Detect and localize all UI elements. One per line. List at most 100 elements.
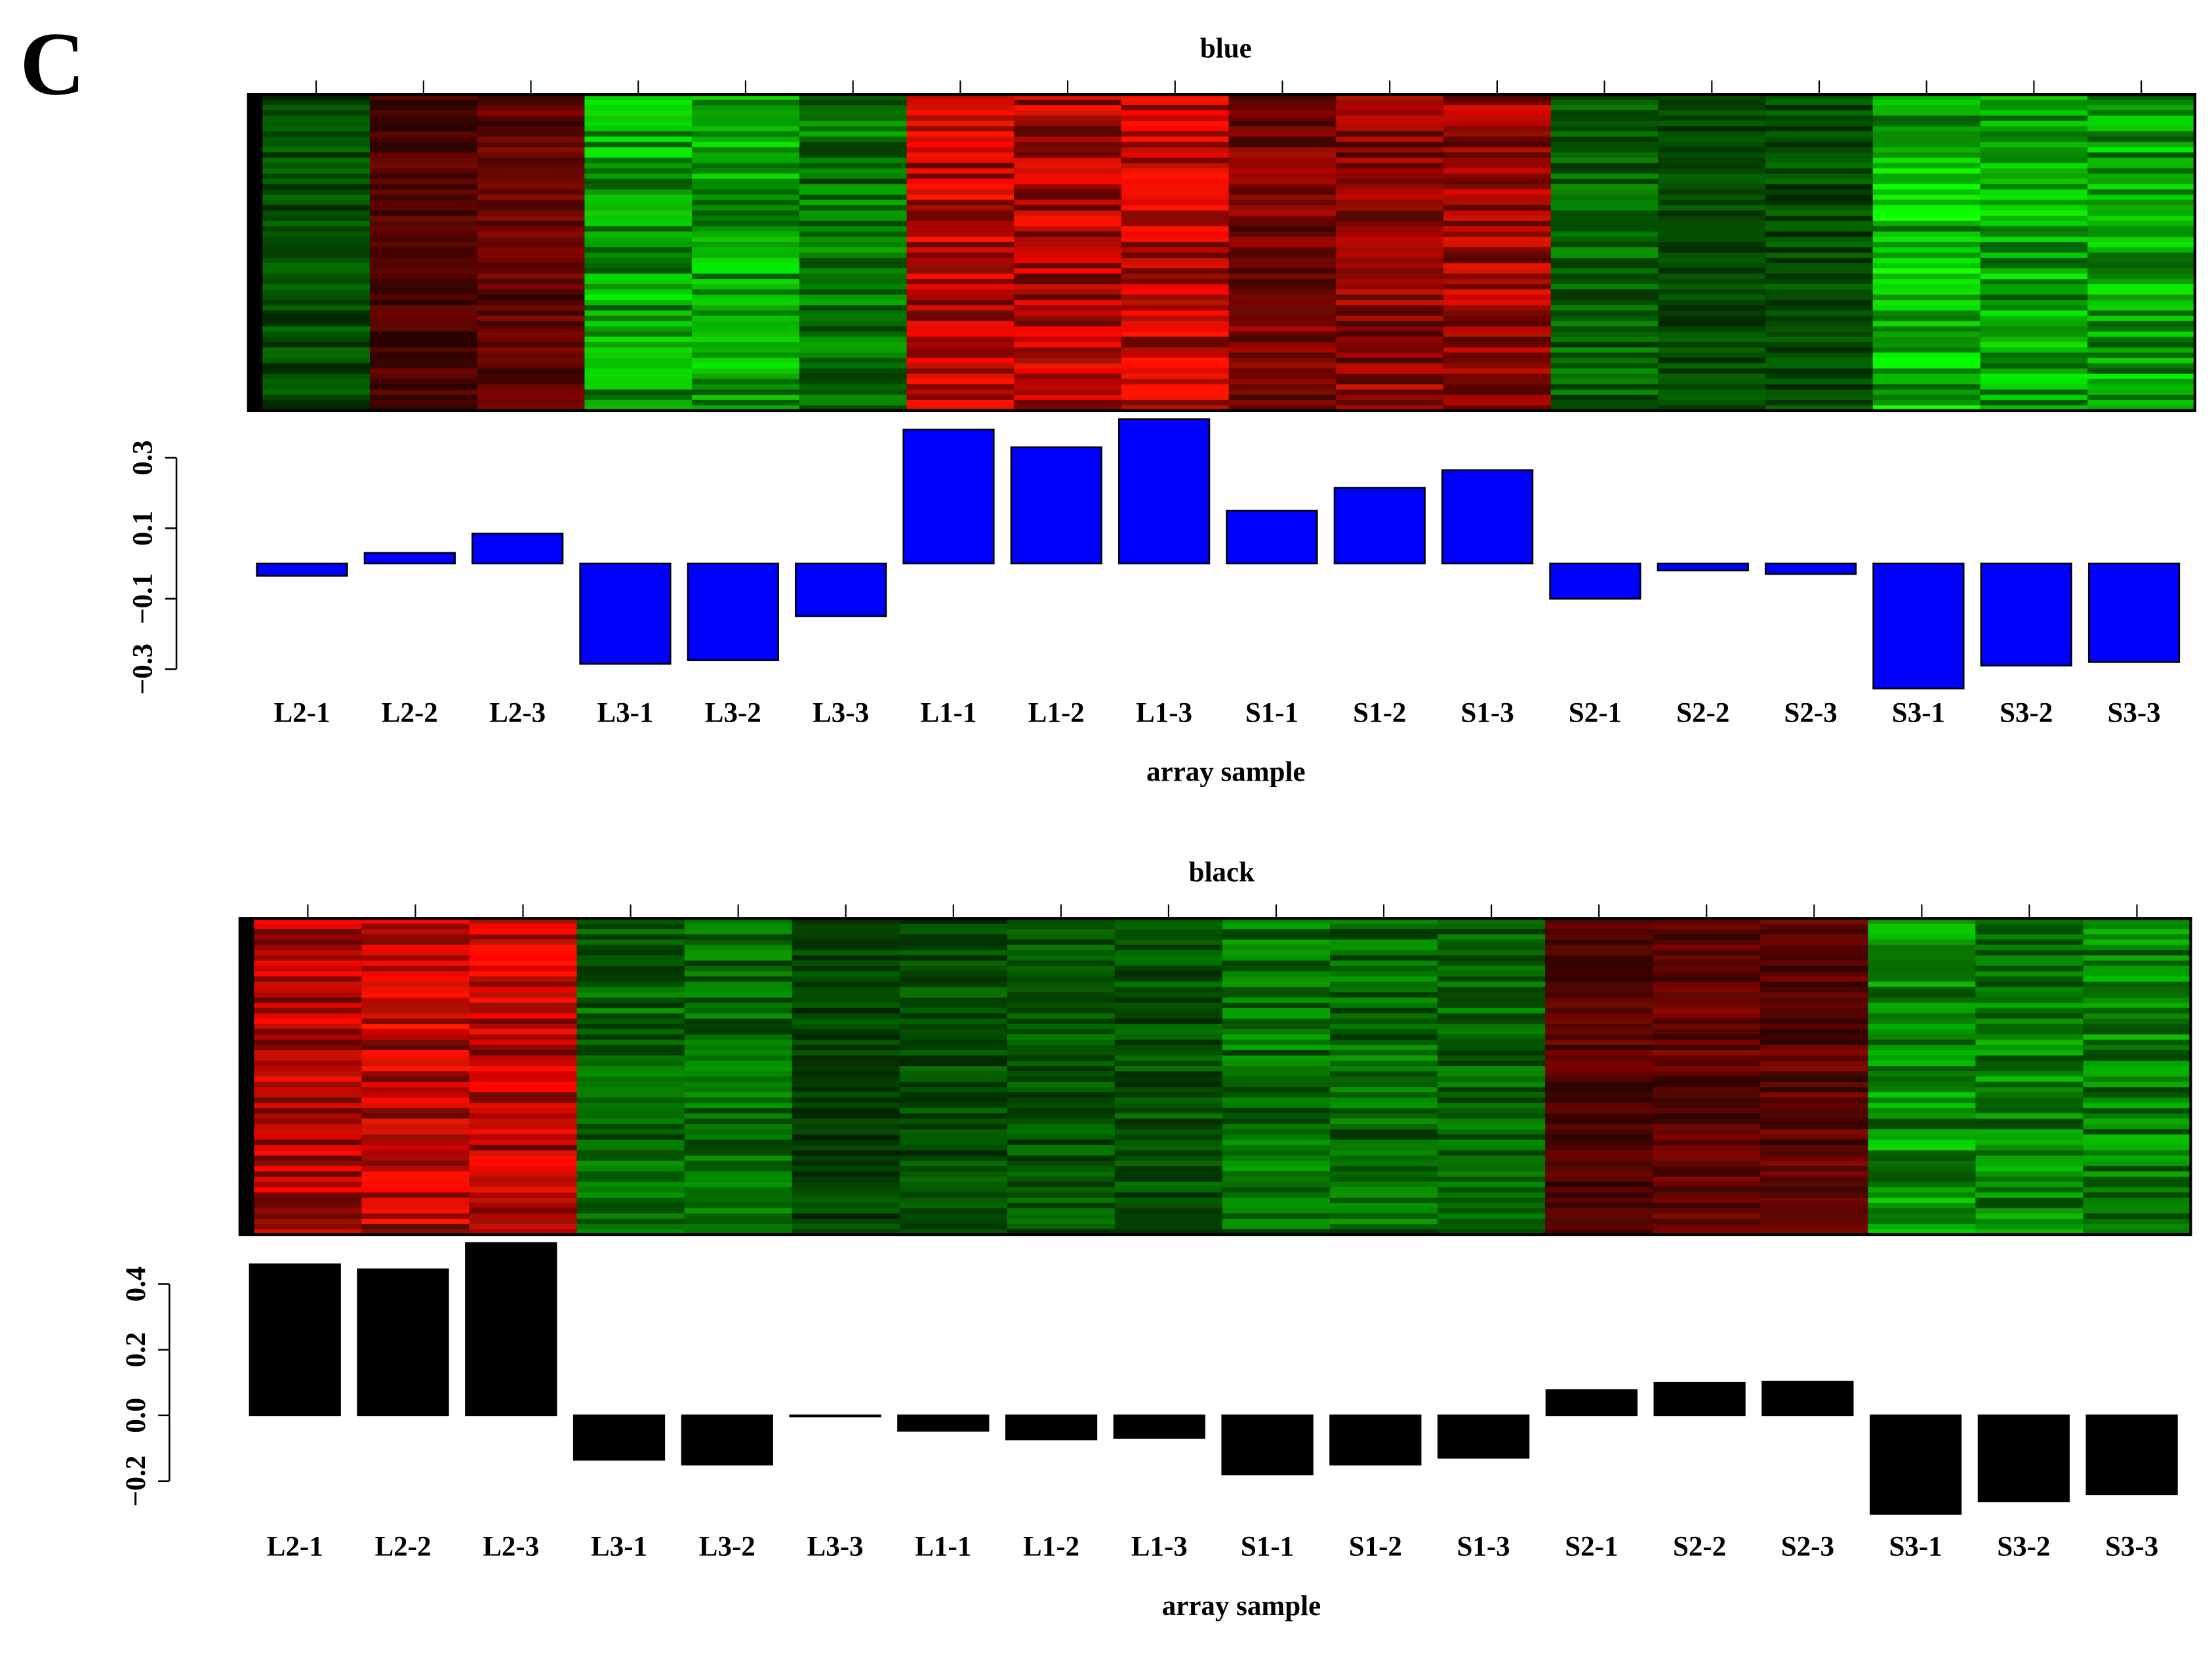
heatmap-stripe	[899, 1139, 1008, 1146]
heatmap-stripe	[1228, 215, 1337, 222]
heatmap-stripe	[899, 1213, 1008, 1219]
heatmap-stripe	[477, 263, 586, 269]
heatmap-stripe	[792, 939, 900, 946]
heatmap-stripe	[1765, 168, 1874, 174]
heatmap-stripe	[1653, 981, 1761, 988]
heatmap-stripe	[1222, 976, 1331, 983]
heatmap-stripe	[1222, 1134, 1331, 1141]
heatmap-stripe	[1658, 189, 1766, 195]
heatmap-stripe	[899, 1076, 1008, 1082]
heatmap-stripe	[262, 363, 371, 369]
heatmap-stripe	[899, 929, 1008, 935]
heatmap-stripe	[799, 368, 908, 375]
heatmap-stripe	[899, 1092, 1008, 1098]
heatmap-stripe	[1545, 1124, 1653, 1130]
heatmap-stripe	[1975, 1171, 2084, 1177]
heatmap-stripe	[1014, 157, 1122, 164]
heatmap-stripe	[799, 331, 908, 338]
heatmap-stripe	[799, 389, 908, 396]
heatmap-stripe	[1545, 1055, 1653, 1061]
heatmap-stripe	[369, 279, 478, 285]
heatmap-stripe	[1336, 194, 1444, 201]
heatmap-stripe	[1980, 210, 2088, 216]
heatmap-stripe	[1760, 955, 1868, 962]
heatmap-stripe	[899, 1029, 1008, 1035]
heatmap-stripe	[1121, 310, 1230, 317]
heatmap-stripe	[1545, 918, 1653, 924]
heatmap-stripe	[1765, 210, 1874, 216]
heatmap-stripe	[477, 189, 586, 195]
heatmap-stripe	[1653, 976, 1761, 983]
heatmap-stripe	[899, 1097, 1008, 1103]
heatmap-stripe	[2083, 1029, 2192, 1035]
heatmap-stripe	[1007, 924, 1116, 930]
heatmap-stripe	[361, 1066, 470, 1072]
heatmap-stripe	[2087, 368, 2196, 375]
heatmap-stripe	[899, 1103, 1008, 1109]
heatmap-stripe	[906, 253, 1015, 258]
heatmap-stripe	[1545, 1044, 1653, 1051]
heatmap-stripe	[1653, 1113, 1761, 1120]
heatmap-stripe	[1545, 1092, 1653, 1098]
heatmap-stripe	[792, 1160, 900, 1167]
heatmap-stripe	[1121, 189, 1230, 195]
heatmap-stripe	[684, 1150, 793, 1156]
heatmap-stripe	[899, 1160, 1008, 1167]
heatmap-stripe	[369, 142, 478, 148]
heatmap-stripe	[1438, 1139, 1546, 1146]
heatmap-stripe	[1114, 971, 1223, 977]
heatmap-stripe	[1872, 178, 1981, 185]
heatmap-stripe	[477, 178, 586, 185]
heatmap-stripe	[254, 966, 363, 972]
heatmap-stripe	[1868, 1050, 1977, 1056]
heatmap-stripe	[262, 194, 371, 201]
heatmap-stripe	[1658, 105, 1766, 111]
heatmap-stripe	[1336, 289, 1444, 295]
heatmap-stripe	[1330, 1023, 1438, 1030]
heatmap-stripe	[361, 1181, 470, 1188]
heatmap-stripe	[1765, 342, 1874, 348]
heatmap-stripe	[1975, 1155, 2084, 1162]
heatmap-stripe	[584, 220, 693, 227]
heatmap-stripe	[1336, 337, 1444, 343]
heatmap-stripe	[361, 924, 470, 930]
heatmap-stripe	[692, 274, 800, 279]
heatmap-stripe	[477, 210, 586, 216]
heatmap-stripe	[1658, 279, 1766, 285]
heatmap-stripe	[469, 987, 578, 993]
heatmap-stripe	[2087, 189, 2196, 195]
heatmap-stripe	[262, 358, 371, 364]
heatmap-stripe	[1014, 347, 1122, 354]
heatmap-stripe	[1980, 184, 2088, 190]
heatmap-stripe	[1014, 231, 1122, 237]
heatmap-stripe	[1765, 321, 1874, 327]
heatmap-stripe	[1438, 1092, 1546, 1098]
x-tick-label: S1-1	[1245, 697, 1298, 728]
heatmap-stripe	[1868, 1076, 1977, 1082]
bar	[472, 533, 564, 565]
heatmap-stripe	[369, 220, 478, 227]
heatmap-stripe	[684, 1061, 793, 1067]
heatmap-stripe	[1980, 300, 2088, 306]
heatmap-stripe	[254, 1061, 363, 1067]
heatmap-stripe	[1114, 1055, 1223, 1061]
heatmap-stripe	[1872, 184, 1981, 190]
heatmap-stripe	[692, 253, 800, 258]
heatmap-stripe	[1653, 1213, 1761, 1219]
heatmap-stripe	[1760, 1197, 1868, 1204]
heatmap-stripe	[1222, 992, 1331, 998]
heatmap-stripe	[1550, 215, 1659, 222]
heatmap-stripe	[1765, 115, 1874, 121]
heatmap-stripe	[477, 136, 586, 143]
heatmap-stripe	[1760, 1134, 1868, 1141]
heatmap-stripe	[262, 258, 371, 264]
heatmap-stripe	[262, 163, 371, 169]
heatmap-stripe	[1228, 105, 1337, 111]
heatmap-stripe	[2087, 358, 2196, 364]
heatmap-stripe	[1336, 274, 1444, 279]
heatmap-stripe	[469, 1134, 578, 1141]
heatmap-stripe	[369, 405, 478, 411]
heatmap-stripe	[2083, 1066, 2192, 1072]
heatmap-stripe	[1336, 258, 1444, 264]
heatmap-stripe	[1765, 373, 1874, 380]
